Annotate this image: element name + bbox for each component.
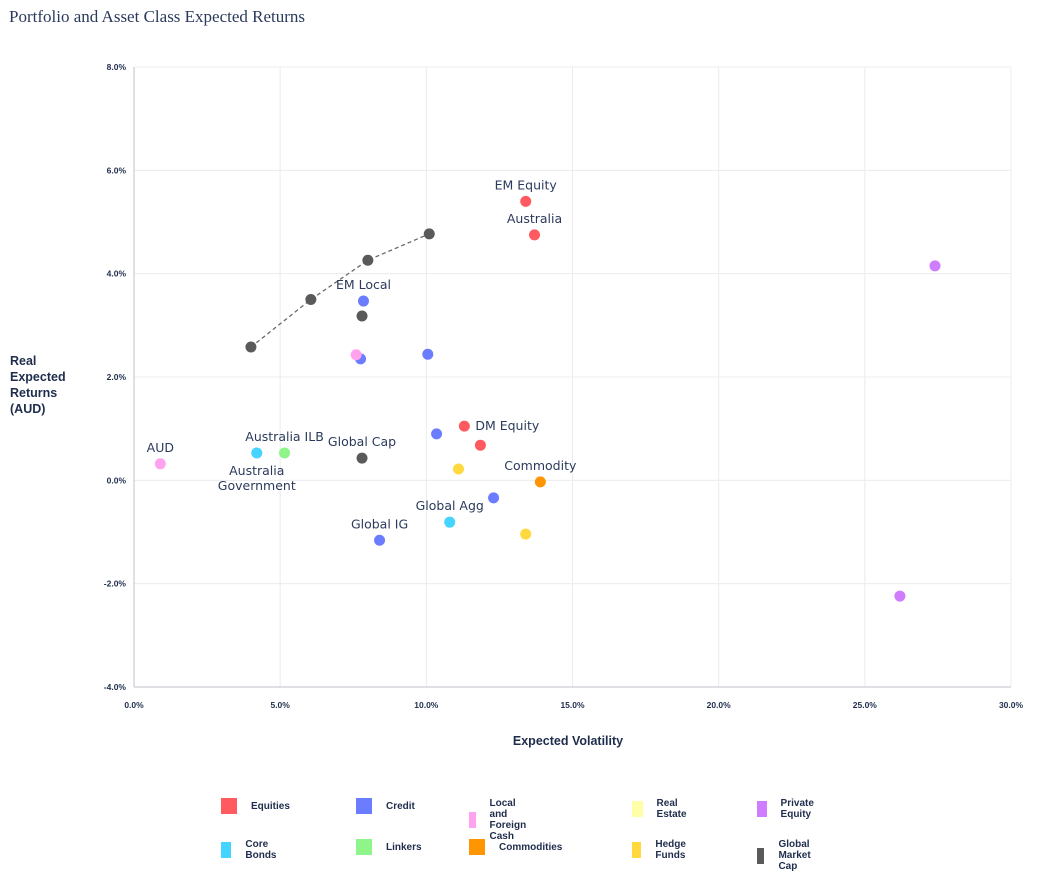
- legend-item: Linkers: [356, 839, 422, 855]
- data-point-core-bonds: [251, 447, 263, 459]
- y-tick-label: 8.0%: [107, 62, 127, 72]
- legend-item: Real Estate: [632, 798, 692, 820]
- y-tick-label: 0.0%: [107, 475, 127, 485]
- x-tick-label: 5.0%: [270, 700, 290, 710]
- y-tick-label: 2.0%: [107, 372, 127, 382]
- chart-title: Portfolio and Asset Class Expected Retur…: [9, 7, 306, 26]
- data-point-equities: [528, 229, 540, 241]
- data-point-credit: [431, 428, 443, 440]
- x-tick-label: 15.0%: [560, 700, 585, 710]
- point-label: DM Equity: [475, 418, 540, 433]
- x-tick-label: 30.0%: [999, 700, 1024, 710]
- point-label: Australia ILB: [245, 429, 324, 444]
- data-point-global-market-cap: [245, 341, 257, 353]
- legend-item: Private Equity: [757, 798, 820, 820]
- legend-label: Equities: [251, 800, 290, 812]
- data-point-equities: [458, 420, 470, 432]
- point-label: Australia: [229, 463, 284, 478]
- data-point-local-and-foreign-cash: [154, 458, 166, 470]
- data-point-hedge-funds: [520, 528, 532, 540]
- data-point-credit: [374, 534, 386, 546]
- legend-swatch: [221, 798, 237, 814]
- legend-swatch: [356, 798, 372, 814]
- legend-label: Hedge Funds: [655, 839, 686, 861]
- point-label: AUD: [147, 440, 174, 455]
- x-tick-label: 25.0%: [853, 700, 878, 710]
- legend-item: Local and Foreign Cash: [469, 798, 536, 842]
- data-point-global-market-cap: [356, 452, 368, 464]
- point-label: Australia: [507, 211, 562, 226]
- data-point-global-market-cap: [305, 294, 317, 305]
- data-point-global-market-cap: [356, 310, 368, 322]
- x-axis-label: Expected Volatility: [512, 734, 624, 748]
- legend-item: Commodities: [469, 839, 562, 855]
- y-axis-label: Real Expected Returns (AUD): [10, 354, 66, 416]
- legend-swatch: [632, 801, 643, 817]
- legend-swatch: [757, 847, 765, 864]
- legend-swatch: [757, 801, 767, 817]
- legend-swatch: [469, 812, 476, 828]
- y-tick-label: 4.0%: [107, 269, 127, 279]
- legend-item: Global Market Cap: [757, 839, 819, 872]
- data-point-equities: [474, 439, 486, 451]
- legend-swatch: [469, 839, 485, 855]
- y-tick-label: -2.0%: [104, 579, 127, 589]
- data-point-credit: [357, 295, 369, 307]
- data-point-private-equity: [894, 590, 906, 602]
- x-tick-label: 10.0%: [414, 700, 439, 710]
- legend-item: Credit: [356, 798, 415, 814]
- legend-swatch: [221, 842, 232, 858]
- y-tick-label: 6.0%: [107, 165, 127, 175]
- point-label: Global Cap: [328, 434, 396, 449]
- legend-label: Real Estate: [656, 798, 687, 820]
- point-label: EM Local: [336, 277, 391, 292]
- legend-label: Linkers: [386, 841, 422, 853]
- data-point-linkers: [279, 447, 291, 459]
- point-label: Global Agg: [416, 498, 484, 513]
- legend-label: Core Bonds: [245, 839, 277, 861]
- legend-item: Core Bonds: [221, 839, 282, 861]
- legend-item: Equities: [221, 798, 290, 814]
- data-point-global-market-cap: [423, 228, 435, 240]
- legend-label: Commodities: [499, 841, 563, 853]
- data-point-hedge-funds: [452, 463, 464, 475]
- legend-label: Private Equity: [780, 798, 814, 820]
- data-point-global-market-cap: [362, 254, 374, 266]
- data-point-equities: [520, 195, 532, 207]
- point-label: EM Equity: [495, 177, 558, 192]
- legend-label: Local and Foreign Cash: [489, 798, 527, 842]
- point-label: Global IG: [351, 516, 408, 531]
- frontier-line: [250, 233, 430, 348]
- x-tick-label: 0.0%: [124, 700, 144, 710]
- legend-label: Global Market Cap: [778, 839, 811, 872]
- x-tick-label: 20.0%: [707, 700, 732, 710]
- legend-swatch: [356, 839, 372, 855]
- data-point-commodities: [534, 476, 546, 488]
- legend-swatch: [632, 842, 642, 858]
- y-tick-label: -4.0%: [104, 682, 127, 692]
- point-label: Commodity: [504, 458, 577, 473]
- point-label: Government: [218, 478, 296, 493]
- data-point-local-and-foreign-cash: [350, 349, 362, 361]
- legend-label: Credit: [386, 800, 415, 812]
- data-point-credit: [488, 492, 500, 504]
- legend-item: Hedge Funds: [632, 839, 693, 861]
- data-point-core-bonds: [444, 516, 456, 528]
- data-point-credit: [422, 348, 434, 360]
- data-point-private-equity: [929, 260, 941, 272]
